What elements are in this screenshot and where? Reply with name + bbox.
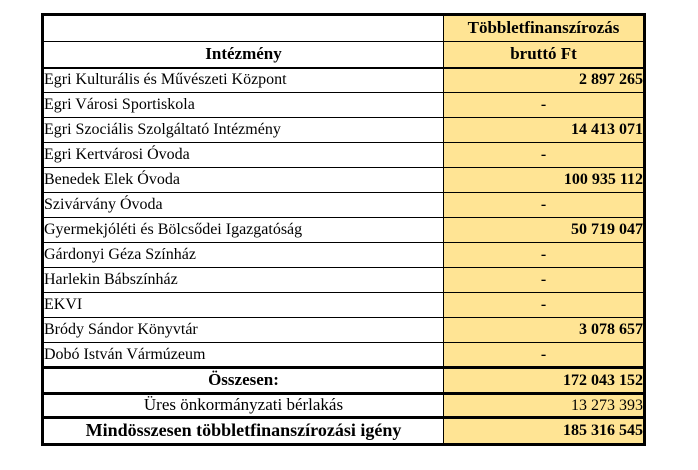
institution-cell: EKVI xyxy=(42,292,444,318)
table-row: Gárdonyi Géza Színház - xyxy=(42,242,645,268)
vacant-housing-label: Üres önkormányzati bérlakás xyxy=(42,393,444,418)
vacant-housing-row: Üres önkormányzati bérlakás 13 273 393 xyxy=(42,393,645,418)
amount-cell: 3 078 657 xyxy=(443,317,645,343)
amount-cell: - xyxy=(443,92,645,118)
table-row: Dobó István Vármúzeum - xyxy=(42,342,645,368)
table-row: Szivárvány Óvoda - xyxy=(42,192,645,218)
amount-cell: 50 719 047 xyxy=(443,217,645,243)
institution-cell: Egri Kulturális és Művészeti Központ xyxy=(42,67,444,93)
grand-total-row: Mindösszesen többletfinanszírozási igény… xyxy=(42,416,645,445)
table-row: Benedek Elek Óvoda 100 935 112 xyxy=(42,167,645,193)
grand-total-amount: 185 316 545 xyxy=(443,416,645,445)
total-row: Összesen: 172 043 152 xyxy=(42,366,645,395)
grand-total-label: Mindösszesen többletfinanszírozási igény xyxy=(42,416,444,445)
table-row: Gyermekjóléti és Bölcsődei Igazgatóság 5… xyxy=(42,217,645,243)
total-amount: 172 043 152 xyxy=(443,366,645,395)
header-value-subtitle: bruttó Ft xyxy=(443,41,645,69)
institution-cell: Egri Szociális Szolgáltató Intézmény xyxy=(42,117,444,143)
amount-cell: 14 413 071 xyxy=(443,117,645,143)
amount-cell: - xyxy=(443,342,645,368)
table-row: EKVI - xyxy=(42,292,645,318)
institution-cell: Bródy Sándor Könyvtár xyxy=(42,317,444,343)
total-label: Összesen: xyxy=(42,366,444,395)
institution-cell: Egri Városi Sportiskola xyxy=(42,92,444,118)
amount-cell: - xyxy=(443,267,645,293)
table-row: Egri Városi Sportiskola - xyxy=(42,92,645,118)
institution-cell: Gárdonyi Géza Színház xyxy=(42,242,444,268)
header-value-title: Többletfinanszírozás xyxy=(443,14,645,42)
amount-cell: - xyxy=(443,292,645,318)
vacant-housing-amount: 13 273 393 xyxy=(443,393,645,418)
institution-cell: Gyermekjóléti és Bölcsődei Igazgatóság xyxy=(42,217,444,243)
header-institution-title: Intézmény xyxy=(42,41,444,69)
institution-cell: Benedek Elek Óvoda xyxy=(42,167,444,193)
header-empty-cell xyxy=(42,14,444,42)
table-row: Egri Kulturális és Művészeti Központ 2 8… xyxy=(42,67,645,93)
header-row-2: Intézmény bruttó Ft xyxy=(42,41,645,69)
amount-cell: - xyxy=(443,192,645,218)
institution-cell: Harlekin Bábszínház xyxy=(42,267,444,293)
financing-table: Többletfinanszírozás Intézmény bruttó Ft… xyxy=(41,13,646,446)
table-row: Egri Szociális Szolgáltató Intézmény 14 … xyxy=(42,117,645,143)
table-row: Bródy Sándor Könyvtár 3 078 657 xyxy=(42,317,645,343)
institution-cell: Dobó István Vármúzeum xyxy=(42,342,444,368)
amount-cell: - xyxy=(443,242,645,268)
table-row: Harlekin Bábszínház - xyxy=(42,267,645,293)
header-row-1: Többletfinanszírozás xyxy=(42,14,645,42)
amount-cell: - xyxy=(443,142,645,168)
table-row: Egri Kertvárosi Óvoda - xyxy=(42,142,645,168)
amount-cell: 100 935 112 xyxy=(443,167,645,193)
institution-cell: Szivárvány Óvoda xyxy=(42,192,444,218)
amount-cell: 2 897 265 xyxy=(443,67,645,93)
institution-cell: Egri Kertvárosi Óvoda xyxy=(42,142,444,168)
